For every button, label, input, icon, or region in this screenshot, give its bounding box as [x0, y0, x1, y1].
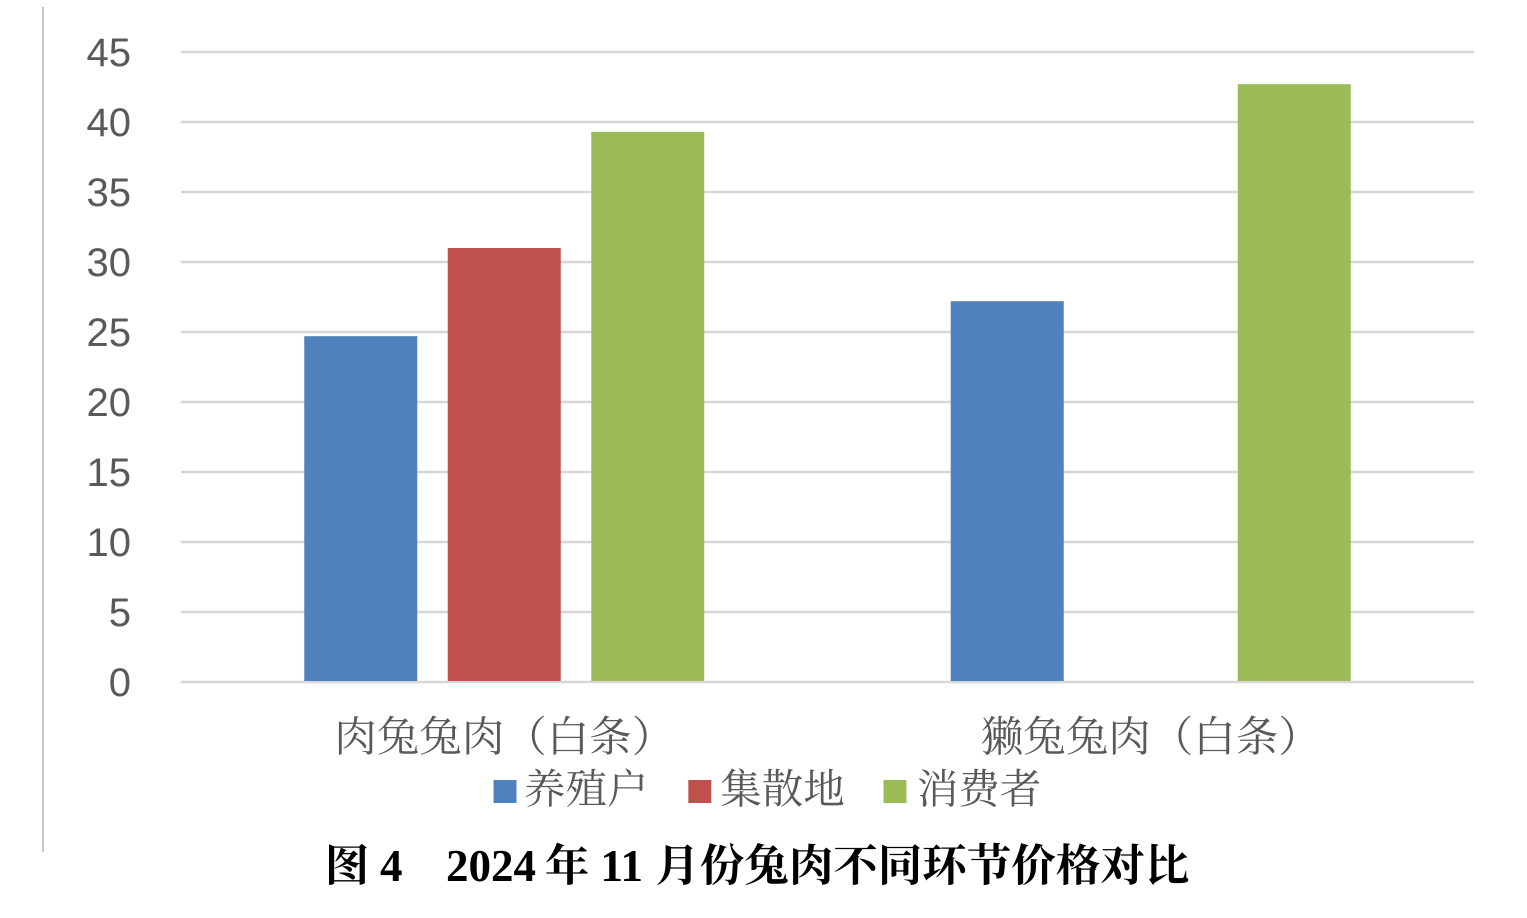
svg-text:10: 10 [87, 521, 132, 565]
svg-text:4: 4 [380, 841, 403, 891]
svg-text:45: 45 [87, 31, 132, 75]
svg-text:40: 40 [87, 101, 132, 145]
svg-text:25: 25 [87, 311, 132, 355]
svg-text:15: 15 [87, 451, 132, 495]
svg-text:20: 20 [87, 381, 132, 425]
svg-text:30: 30 [87, 241, 132, 285]
svg-text:11: 11 [601, 841, 644, 891]
svg-text:5: 5 [109, 591, 131, 635]
svg-text:35: 35 [87, 171, 132, 215]
svg-text:0: 0 [109, 661, 131, 705]
svg-text:2024: 2024 [446, 841, 536, 891]
